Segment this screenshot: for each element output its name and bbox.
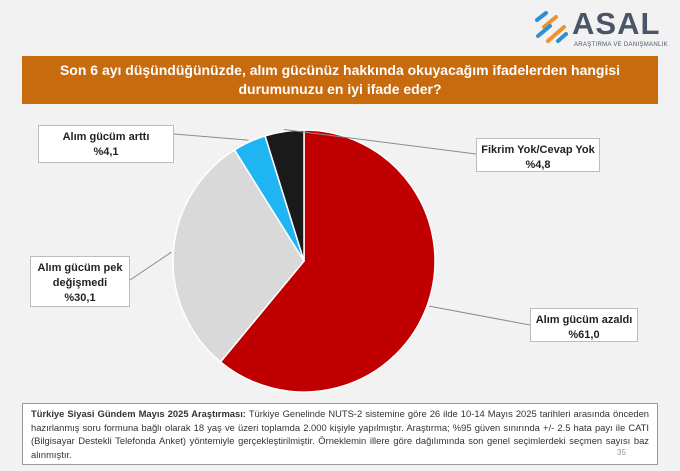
callout-degismedi: Alım gücüm pek değişmedi %30,1	[30, 256, 130, 307]
logo-tagline: ARAŞTIRMA VE DANIŞMANLIK	[574, 42, 668, 48]
callout-azaldı-label: Alım gücüm azaldı	[535, 314, 633, 326]
methodology-body: Türkiye Genelinde NUTS-2 sistemine göre …	[31, 408, 649, 460]
callout-arttı-value: %4,1	[93, 146, 119, 158]
leader-line-arttı	[173, 133, 249, 141]
methodology-note: Türkiye Siyasi Gündem Mayıs 2025 Araştır…	[22, 403, 658, 465]
leader-line-degismedi	[129, 251, 172, 281]
slice-fikrim-yok	[264, 129, 305, 262]
question-banner: Son 6 ayı düşündüğünüzde, alım gücünüz h…	[22, 56, 658, 104]
leader-line-fikrim-yok	[283, 129, 477, 155]
question-line-1: Son 6 ayı düşündüğünüzde, alım gücünüz h…	[59, 62, 621, 78]
leader-line-azaldı	[429, 305, 531, 326]
callout-degismedi-label-1: Alım gücüm pek	[37, 262, 123, 274]
methodology-lead: Türkiye Siyasi Gündem Mayıs 2025 Araştır…	[31, 408, 246, 419]
callout-azaldı-value: %61,0	[568, 329, 600, 341]
callout-azaldı: Alım gücüm azaldı %61,0	[530, 308, 638, 342]
question-line-2: durumunuzu en iyi ifade eder?	[238, 81, 442, 97]
callout-degismedi-value: %30,1	[64, 292, 96, 304]
slice-degismedi	[172, 148, 305, 363]
callout-arttı: Alım gücüm arttı %4,1	[38, 125, 174, 163]
callout-arttı-label: Alım gücüm arttı	[62, 131, 150, 143]
page-number: 35	[617, 448, 626, 457]
callout-fikrim-yok-label: Fikrim Yok/Cevap Yok	[481, 144, 595, 156]
logo-wordmark: ASAL	[572, 6, 661, 41]
callout-fikrim-yok-value: %4,8	[525, 159, 551, 171]
callout-fikrim-yok: Fikrim Yok/Cevap Yok %4,8	[476, 138, 600, 172]
callout-degismedi-label-2: değişmedi	[52, 277, 108, 289]
slice-azaldı	[219, 129, 436, 393]
asal-logo: ASAL ARAŞTIRMA VE DANIŞMANLIK	[534, 6, 668, 48]
pie-chart	[129, 129, 531, 393]
asal-logo-mark-icon	[535, 11, 568, 43]
